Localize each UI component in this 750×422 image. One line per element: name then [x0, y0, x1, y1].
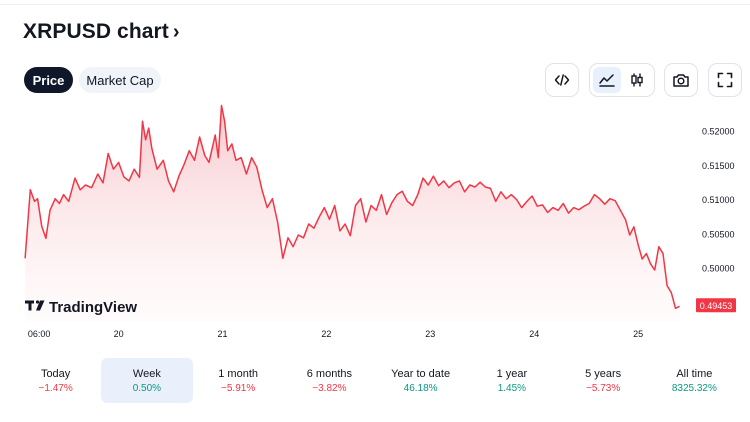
page-title: XRPUSD chart — [23, 20, 169, 43]
tradingview-logo[interactable]: TradingView — [25, 299, 137, 316]
period-5-years[interactable]: 5 years −5.73% — [558, 358, 649, 403]
last-price-tag: 0.49453 — [696, 298, 736, 313]
last-price-label: 0.49453 — [700, 301, 733, 311]
period-change-value: 46.18% — [403, 382, 438, 394]
period-label: All time — [676, 367, 713, 380]
period-1-month[interactable]: 1 month −5.91% — [193, 358, 284, 403]
period-change-value: 1.45% — [497, 382, 527, 394]
snapshot-button[interactable] — [664, 63, 698, 97]
x-tick-label: 23 — [425, 329, 435, 339]
period-week[interactable]: Week 0.50% — [101, 358, 193, 403]
chart-title-link[interactable]: XRPUSD chart › — [23, 20, 180, 44]
period-label: Today — [40, 367, 71, 380]
camera-icon — [673, 74, 689, 87]
y-tick-label: 0.51000 — [702, 195, 735, 205]
line-chart-icon — [599, 74, 615, 87]
x-tick-label: 22 — [321, 329, 331, 339]
period-change-value: −5.91% — [221, 382, 256, 394]
period-label: 6 months — [306, 367, 352, 380]
price-area — [25, 105, 680, 322]
x-tick-label: 24 — [529, 329, 539, 339]
y-tick-label: 0.52000 — [702, 127, 735, 137]
line-chart-button[interactable] — [593, 67, 621, 93]
chevron-right-icon: › — [172, 20, 180, 43]
period-change-value: −1.47% — [38, 382, 73, 394]
period-selector: Today −1.47% Week 0.50% 1 month −5.91% 6 month… — [10, 358, 740, 403]
tradingview-logo-icon — [25, 300, 45, 311]
candlestick-icon — [631, 73, 643, 87]
period-label: Year to date — [391, 367, 451, 380]
period-label: 1 year — [496, 367, 528, 380]
code-icon — [554, 74, 570, 86]
tab-price[interactable]: Price — [24, 67, 73, 93]
price-chart[interactable]: 0.52000 0.51500 0.51000 0.50500 0.50000 06:0… — [0, 100, 750, 350]
period-6-months[interactable]: 6 months −3.82% — [284, 358, 375, 403]
chart-style-toggle — [589, 63, 655, 97]
period-all-time[interactable]: All time 8325.32% — [649, 358, 740, 403]
x-tick-label: 20 — [114, 329, 124, 339]
tab-market-cap[interactable]: Market Cap — [79, 67, 161, 93]
period-label: 5 years — [585, 367, 622, 380]
y-tick-label: 0.51500 — [702, 161, 735, 171]
x-tick-label: 25 — [633, 329, 643, 339]
x-tick-label: 21 — [217, 329, 227, 339]
y-tick-label: 0.50000 — [702, 264, 735, 274]
period-label: Week — [132, 367, 161, 380]
fullscreen-button[interactable] — [708, 63, 742, 97]
period-change-value: 0.50% — [132, 382, 162, 394]
candlestick-button[interactable] — [623, 67, 651, 93]
period-change-value: −5.73% — [586, 382, 621, 394]
period-1-year[interactable]: 1 year 1.45% — [466, 358, 557, 403]
period-change-value: 8325.32% — [671, 382, 717, 394]
tradingview-logo-text: TradingView — [49, 299, 137, 316]
period-label: 1 month — [218, 367, 258, 380]
x-tick-label: 06:00 — [28, 329, 51, 339]
embed-button[interactable] — [545, 63, 579, 97]
fullscreen-icon — [717, 72, 733, 88]
top-divider — [0, 4, 750, 5]
period-change-value: −3.82% — [312, 382, 347, 394]
y-tick-label: 0.50500 — [702, 229, 735, 239]
period-today[interactable]: Today −1.47% — [10, 358, 101, 403]
period-year-to-date[interactable]: Year to date 46.18% — [375, 358, 466, 403]
price-line — [24, 104, 680, 310]
